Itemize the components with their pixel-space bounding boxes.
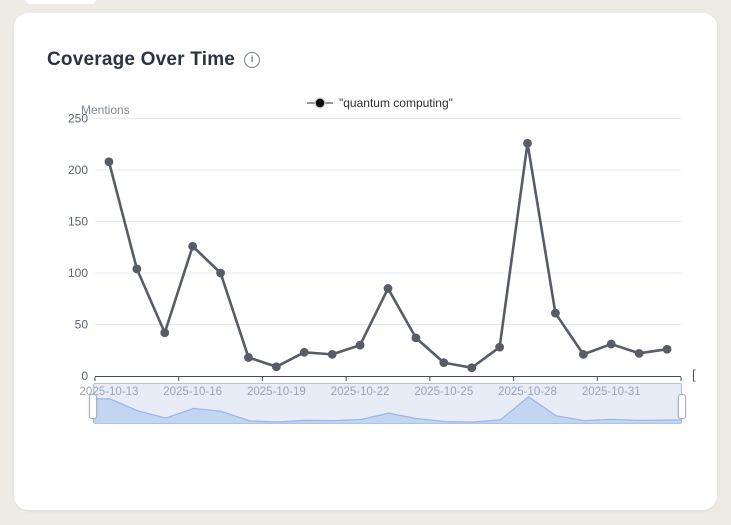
- data-point[interactable]: [439, 358, 449, 368]
- data-point[interactable]: [271, 362, 281, 372]
- y-axis-tick-label: 200: [68, 163, 88, 177]
- y-axis-tick-label: 150: [68, 215, 88, 229]
- data-point[interactable]: [355, 340, 365, 350]
- chart-title: Coverage Over Time: [47, 49, 236, 70]
- y-axis-tick-label: 100: [68, 266, 88, 280]
- coverage-chart-card: Coverage Over Time i "quantum computing"…: [14, 13, 717, 510]
- x-axis-tick-label: 2025-10-28: [498, 386, 557, 398]
- legend-line-dot-icon: [307, 97, 333, 109]
- x-axis-tick-label: 2025-10-31: [582, 386, 641, 398]
- data-point[interactable]: [104, 157, 114, 167]
- data-point[interactable]: [411, 333, 421, 343]
- data-point[interactable]: [606, 339, 616, 349]
- data-point[interactable]: [662, 344, 672, 354]
- datazoom-brush[interactable]: [89, 383, 686, 424]
- mini-area-fill: [94, 396, 681, 423]
- datazoom-left-handle[interactable]: [89, 394, 97, 419]
- data-point[interactable]: [634, 348, 644, 358]
- x-axis-tick-label: 2025-10-25: [414, 386, 473, 398]
- data-point[interactable]: [467, 363, 477, 373]
- series-line-quantum-computing: [107, 141, 669, 370]
- data-point[interactable]: [327, 349, 337, 359]
- info-icon[interactable]: i: [244, 52, 261, 68]
- data-point[interactable]: [244, 353, 253, 362]
- data-point[interactable]: [160, 328, 170, 338]
- data-point[interactable]: [495, 342, 505, 352]
- data-point[interactable]: [523, 138, 532, 148]
- x-axis-tick-label: 2025-10-19: [247, 386, 306, 398]
- data-point[interactable]: [132, 264, 142, 274]
- x-axis-tick-label: 2025-10-16: [163, 386, 222, 398]
- y-axis-tick-label: 250: [68, 112, 88, 126]
- legend-item-quantum-computing[interactable]: "quantum computing": [307, 96, 453, 110]
- datazoom-right-handle[interactable]: [678, 394, 686, 419]
- data-point[interactable]: [188, 241, 198, 251]
- y-axis-tick-label: 50: [75, 318, 89, 332]
- y-axis-title: Mentions: [81, 103, 130, 117]
- legend-item-label: "quantum computing": [339, 96, 453, 110]
- datazoom-mini-area-chart: [94, 395, 681, 423]
- x-axis-tick-label: 2025-10-22: [331, 386, 390, 398]
- data-point[interactable]: [299, 347, 309, 357]
- data-point[interactable]: [216, 268, 225, 278]
- axis-edge-bracket: [: [692, 367, 696, 382]
- card-header: Coverage Over Time i: [47, 49, 261, 71]
- previous-card-edge: [26, 0, 96, 4]
- data-point[interactable]: [578, 349, 588, 359]
- data-point[interactable]: [383, 284, 393, 293]
- mini-area-line: [94, 395, 681, 423]
- y-axis-tick-label: 0: [81, 369, 88, 383]
- data-point[interactable]: [551, 308, 560, 318]
